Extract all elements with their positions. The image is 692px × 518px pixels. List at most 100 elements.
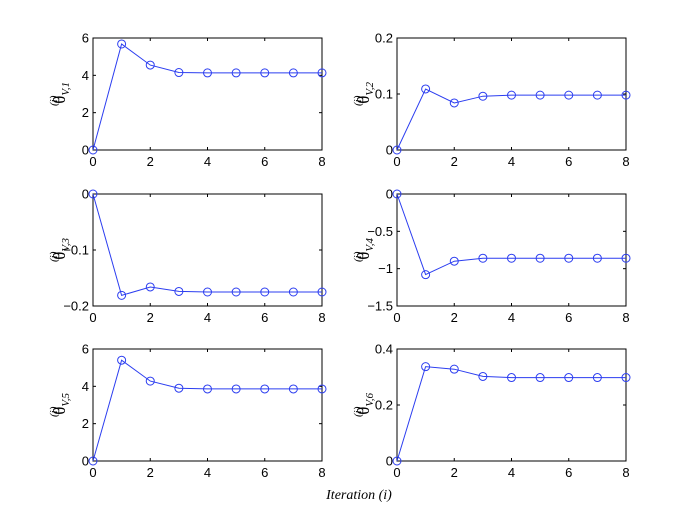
data-point bbox=[478, 253, 488, 263]
y-tick-label: 4 bbox=[82, 379, 89, 394]
y-axis-label-superscript: (i) bbox=[352, 251, 364, 262]
x-tick-label: 0 bbox=[393, 465, 400, 480]
data-point bbox=[317, 287, 327, 297]
data-point bbox=[203, 384, 212, 394]
axes-frame bbox=[396, 37, 627, 151]
y-tick-label: 0.1 bbox=[375, 87, 393, 102]
data-point bbox=[145, 282, 155, 292]
y-tick-label: 6 bbox=[82, 31, 89, 46]
x-tick-label: 2 bbox=[147, 465, 154, 480]
y-axis-label-superscript: (i) bbox=[48, 251, 60, 262]
y-axis-label-base: θ bbox=[354, 252, 373, 260]
data-point bbox=[174, 383, 184, 393]
axes-frame bbox=[92, 348, 323, 462]
data-point bbox=[203, 68, 212, 78]
subplot-2: 0 2 4 6 8 0 0.1 0.2 θV,2(i) bbox=[352, 31, 631, 169]
x-tick-label: 8 bbox=[622, 310, 629, 325]
subplot-1: 0 2 4 6 8 0 2 4 6 θV,1(i) bbox=[48, 31, 327, 169]
x-tick-label: 0 bbox=[89, 310, 96, 325]
data-point bbox=[231, 68, 241, 78]
y-axis-label-base: θ bbox=[50, 252, 69, 260]
y-tick-label: 2 bbox=[82, 416, 89, 431]
data-point bbox=[449, 256, 459, 266]
data-point bbox=[449, 364, 459, 374]
y-tick-label: 0 bbox=[386, 143, 393, 158]
data-point bbox=[621, 90, 631, 100]
data-point bbox=[507, 90, 516, 100]
y-axis-label-base: θ bbox=[354, 96, 373, 104]
subplot-6: 0 2 4 6 8 0 0.2 0.4 θV,6(i) bbox=[352, 342, 631, 480]
y-axis-label: θV,5(i) bbox=[48, 393, 72, 417]
data-point bbox=[88, 189, 98, 199]
data-point bbox=[145, 60, 155, 70]
data-point bbox=[231, 384, 241, 394]
y-axis-label-superscript: (i) bbox=[48, 95, 60, 106]
data-point bbox=[535, 90, 545, 100]
y-tick-label: 6 bbox=[82, 342, 89, 357]
y-tick-label: 0 bbox=[386, 454, 393, 469]
x-tick-label: 0 bbox=[393, 310, 400, 325]
x-tick-label: 0 bbox=[89, 154, 96, 169]
y-axis-label-base: θ bbox=[50, 96, 69, 104]
data-point bbox=[592, 90, 602, 100]
series-line bbox=[92, 359, 322, 462]
y-tick-label: −1 bbox=[378, 261, 393, 276]
y-tick-label: −1.5 bbox=[367, 299, 393, 314]
y-tick-label: 0 bbox=[82, 143, 89, 158]
y-tick-label: −0.5 bbox=[367, 224, 393, 239]
y-axis-label: θV,6(i) bbox=[352, 393, 376, 417]
data-point bbox=[260, 287, 270, 297]
axes-frame bbox=[92, 37, 323, 151]
data-point bbox=[203, 287, 212, 297]
x-tick-label: 4 bbox=[508, 465, 515, 480]
series-line bbox=[92, 43, 322, 151]
y-axis-label-superscript: (i) bbox=[352, 95, 364, 106]
x-tick-label: 4 bbox=[204, 154, 211, 169]
y-axis-label-superscript: (i) bbox=[48, 406, 60, 417]
data-point bbox=[260, 68, 270, 78]
data-point bbox=[592, 253, 602, 263]
y-axis-label: θV,4(i) bbox=[352, 238, 376, 262]
data-point bbox=[88, 145, 98, 155]
data-point bbox=[392, 456, 402, 466]
data-point bbox=[260, 384, 270, 394]
y-tick-label: 4 bbox=[82, 68, 89, 83]
data-point bbox=[621, 253, 631, 263]
y-tick-label: 0.4 bbox=[375, 342, 393, 357]
x-tick-label: 2 bbox=[451, 154, 458, 169]
x-tick-label: 6 bbox=[565, 310, 572, 325]
x-tick-label: 2 bbox=[451, 465, 458, 480]
series-line bbox=[396, 366, 626, 462]
subplot-3: 0 2 4 6 8 −0.2 −0.1 0 θV,3(i) bbox=[48, 187, 327, 325]
x-tick-label: 0 bbox=[89, 465, 96, 480]
y-tick-label: −0.2 bbox=[63, 299, 89, 314]
series-line bbox=[92, 193, 322, 297]
y-axis-label-subscript: V,1 bbox=[60, 82, 72, 96]
data-point bbox=[288, 384, 298, 394]
x-tick-label: 6 bbox=[261, 465, 268, 480]
data-point bbox=[621, 373, 631, 383]
data-point bbox=[174, 286, 184, 296]
x-tick-label: 2 bbox=[451, 310, 458, 325]
y-axis-label: θV,1(i) bbox=[48, 82, 72, 106]
x-tick-label: 6 bbox=[261, 310, 268, 325]
x-tick-label: 4 bbox=[508, 310, 515, 325]
data-point bbox=[507, 373, 516, 383]
y-axis-label: θV,3(i) bbox=[48, 238, 72, 262]
data-point bbox=[564, 253, 574, 263]
data-point bbox=[535, 253, 545, 263]
data-point bbox=[421, 84, 431, 94]
y-axis-label-superscript: (i) bbox=[352, 406, 364, 417]
data-point bbox=[535, 373, 545, 383]
subplot-4: 0 2 4 6 8 −1.5 −1 −0.5 0 θV,4(i) bbox=[352, 187, 631, 325]
subplot-5: 0 2 4 6 8 0 2 4 6 θV,5(i) bbox=[48, 342, 327, 480]
y-tick-label: 0.2 bbox=[375, 31, 393, 46]
data-point bbox=[449, 98, 459, 108]
data-point bbox=[421, 362, 431, 372]
axes-frame bbox=[92, 193, 323, 307]
y-axis-label-base: θ bbox=[354, 407, 373, 415]
x-tick-label: 0 bbox=[393, 154, 400, 169]
series-line bbox=[396, 193, 626, 276]
y-tick-label: 0 bbox=[82, 187, 89, 202]
